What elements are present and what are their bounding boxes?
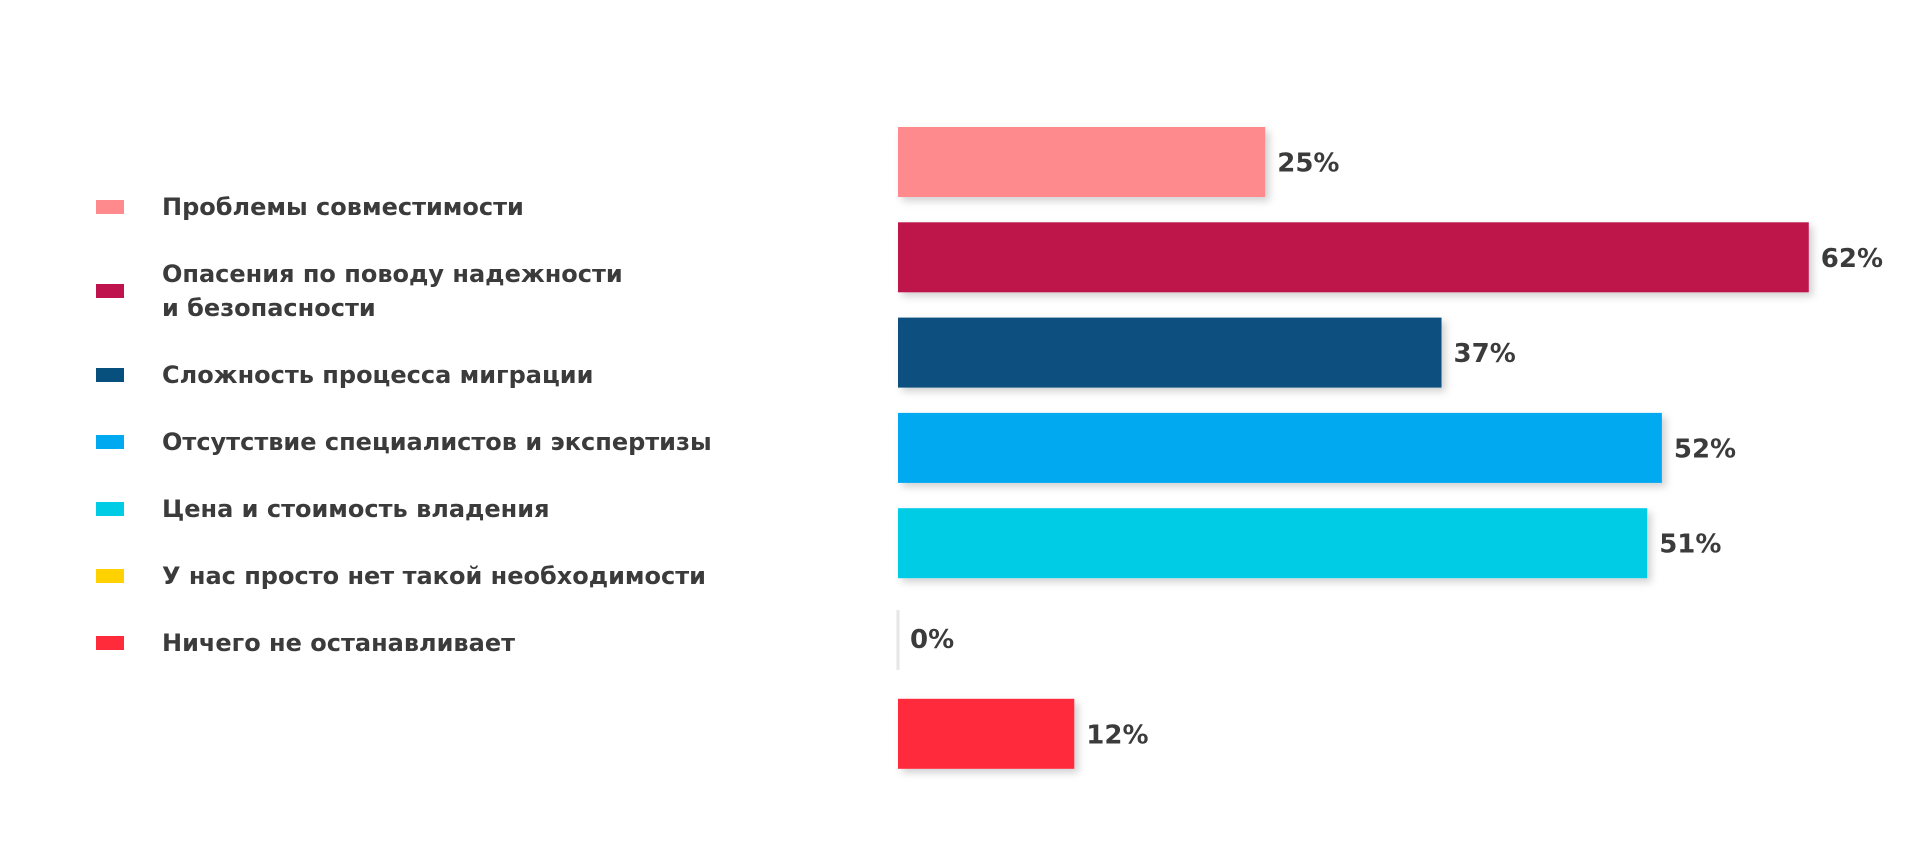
legend-label: Сложность процесса миграции [162,361,594,389]
legend-label: Опасения по поводу надежности и безопасн… [162,260,623,322]
value-label: 37% [1454,339,1516,369]
bar [898,508,1648,579]
legend-swatch [96,284,124,298]
legend-swatch [96,368,124,382]
legend-item: Цена и стоимость владения [96,492,712,526]
legend-item: Сложность процесса миграции [96,358,712,392]
legend-swatch [96,200,124,214]
legend-item: Опасения по поводу надежности и безопасн… [96,257,712,325]
value-label: 52% [1674,434,1736,464]
legend-label: Проблемы совместимости [162,193,524,221]
legend-swatch [96,435,124,449]
value-label: 0% [910,625,954,655]
legend: Проблемы совместимости Опасения по поводу… [96,190,712,660]
value-label: 12% [1086,720,1148,750]
legend-label: У нас просто нет такой необходимости [162,562,706,590]
legend-label: Ничего не останавливает [162,629,516,657]
legend-item: Проблемы совместимости [96,190,712,224]
legend-item: У нас просто нет такой необходимости [96,559,712,593]
legend-swatch [96,569,124,583]
bar [898,127,1266,197]
legend-swatch [96,636,124,650]
bar [898,317,1442,388]
bar [898,698,1075,769]
value-label: 51% [1659,530,1721,560]
legend-item: Ничего не останавливает [96,626,712,660]
legend-label: Отсутствие специалистов и экспертизы [162,428,712,456]
bar [898,412,1662,483]
value-label: 62% [1821,244,1883,274]
legend-swatch [96,502,124,516]
legend-label: Цена и стоимость владения [162,495,550,523]
legend-item: Отсутствие специалистов и экспертизы [96,425,712,459]
bar [898,222,1809,293]
value-label: 25% [1277,149,1339,179]
